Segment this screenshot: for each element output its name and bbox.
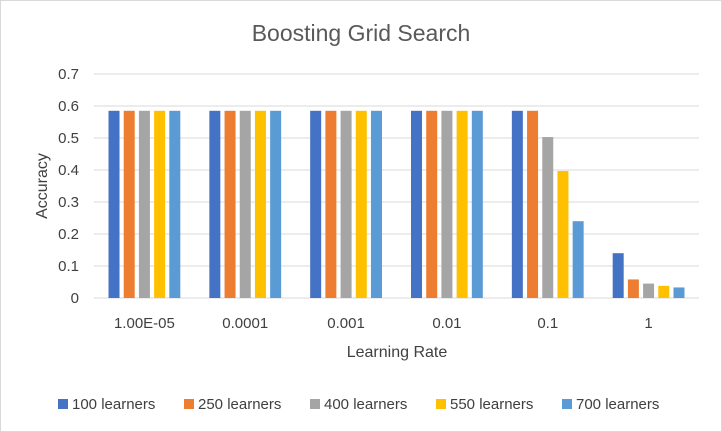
legend-swatch bbox=[436, 399, 446, 409]
legend-swatch bbox=[562, 399, 572, 409]
y-tick-label: 0.5 bbox=[58, 130, 79, 147]
bar-550-learners-1.00E-05 bbox=[154, 110, 166, 298]
legend-label: 250 learners bbox=[198, 396, 281, 413]
bar-100-learners-0.001 bbox=[310, 110, 322, 298]
bar-700-learners-1 bbox=[673, 287, 685, 298]
legend-label: 700 learners bbox=[576, 396, 659, 413]
legend-item-400-learners: 400 learners bbox=[310, 396, 407, 413]
y-tick-label: 0.7 bbox=[58, 66, 79, 83]
bar-400-learners-0.1 bbox=[542, 137, 554, 298]
legend-item-250-learners: 250 learners bbox=[184, 396, 281, 413]
x-tick-label: 0.1 bbox=[537, 315, 558, 332]
y-tick-label: 0.4 bbox=[58, 162, 79, 179]
y-tick-labels: 0 0.1 0.2 0.3 0.4 0.5 0.6 0.7 bbox=[58, 66, 79, 307]
legend-item-100-learners: 100 learners bbox=[58, 396, 155, 413]
bar-100-learners-1 bbox=[612, 253, 624, 298]
bar-400-learners-0.01 bbox=[441, 110, 453, 298]
bar-100-learners-0.01 bbox=[411, 110, 423, 298]
y-tick-label: 0 bbox=[71, 290, 79, 307]
bar-250-learners-0.01 bbox=[426, 110, 438, 298]
bar-250-learners-1.00E-05 bbox=[123, 110, 135, 298]
bar-700-learners-1.00E-05 bbox=[169, 110, 181, 298]
x-tick-label: 1 bbox=[644, 315, 652, 332]
y-tick-label: 0.3 bbox=[58, 194, 79, 211]
x-tick-label: 0.01 bbox=[432, 315, 461, 332]
bars bbox=[108, 110, 685, 298]
legend-label: 400 learners bbox=[324, 396, 407, 413]
y-tick-label: 0.6 bbox=[58, 98, 79, 115]
bar-400-learners-0.001 bbox=[340, 110, 352, 298]
x-tick-labels: 1.00E-05 0.0001 0.001 0.01 0.1 1 bbox=[114, 315, 653, 332]
y-tick-label: 0.1 bbox=[58, 258, 79, 275]
legend-label: 550 learners bbox=[450, 396, 533, 413]
x-axis-title: Learning Rate bbox=[347, 344, 448, 361]
bar-250-learners-0.1 bbox=[527, 110, 539, 298]
bar-700-learners-0.0001 bbox=[270, 110, 282, 298]
bar-550-learners-0.001 bbox=[355, 110, 367, 298]
bar-550-learners-0.01 bbox=[456, 110, 468, 298]
bar-250-learners-0.0001 bbox=[224, 110, 236, 298]
bar-700-learners-0.001 bbox=[370, 110, 382, 298]
bar-250-learners-0.001 bbox=[325, 110, 337, 298]
y-tick-label: 0.2 bbox=[58, 226, 79, 243]
legend-swatch bbox=[184, 399, 194, 409]
bar-100-learners-0.1 bbox=[511, 110, 523, 298]
legend-swatch bbox=[58, 399, 68, 409]
chart-title: Boosting Grid Search bbox=[252, 20, 471, 46]
legend-swatch bbox=[310, 399, 320, 409]
bar-700-learners-0.1 bbox=[572, 221, 584, 298]
bar-550-learners-1 bbox=[658, 285, 670, 298]
bar-400-learners-0.0001 bbox=[239, 110, 251, 298]
grid-lines bbox=[94, 73, 699, 299]
bar-100-learners-0.0001 bbox=[209, 110, 221, 298]
legend: 100 learners 250 learners 400 learners 550 … bbox=[58, 396, 659, 413]
legend-item-700-learners: 700 learners bbox=[562, 396, 659, 413]
bar-700-learners-0.01 bbox=[471, 110, 483, 298]
y-axis-title: Accuracy bbox=[34, 153, 51, 219]
bar-100-learners-1.00E-05 bbox=[108, 110, 120, 298]
bar-550-learners-0.0001 bbox=[254, 110, 266, 298]
x-tick-label: 1.00E-05 bbox=[114, 315, 175, 332]
bar-550-learners-0.1 bbox=[557, 170, 569, 298]
legend-label: 100 learners bbox=[72, 396, 155, 413]
bar-400-learners-1 bbox=[643, 283, 655, 298]
x-tick-label: 0.0001 bbox=[222, 315, 268, 332]
bar-250-learners-1 bbox=[627, 279, 639, 298]
bar-400-learners-1.00E-05 bbox=[138, 110, 150, 298]
legend-item-550-learners: 550 learners bbox=[436, 396, 533, 413]
x-tick-label: 0.001 bbox=[327, 315, 365, 332]
